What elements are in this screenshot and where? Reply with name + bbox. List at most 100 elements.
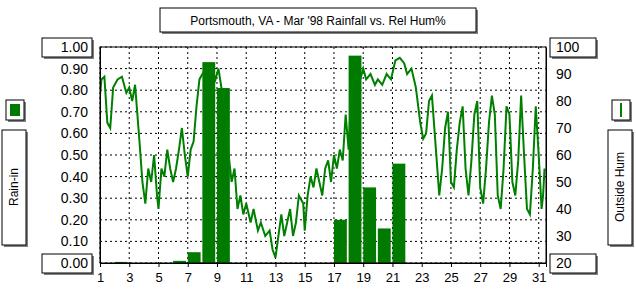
tick-label: 15: [298, 270, 312, 285]
bar: [334, 220, 347, 263]
tick-label: 29: [503, 270, 517, 285]
tick-label: 40: [556, 201, 572, 217]
tick-label: 1.00: [61, 39, 88, 55]
legend-label: Rain-in: [7, 168, 21, 206]
bar: [392, 164, 405, 263]
tick-mark: [392, 263, 393, 267]
x-axis-line: [101, 264, 547, 268]
legend-label-box: [608, 130, 632, 245]
tick-label: 0.40: [61, 169, 88, 185]
tick: 0.70: [61, 104, 100, 120]
grid-line-y: [100, 68, 546, 69]
legend-swatch: [10, 104, 20, 116]
tick: 3: [126, 263, 133, 285]
tick-label: 23: [415, 270, 429, 285]
tick: 40: [546, 201, 572, 217]
tick-label: 25: [444, 270, 458, 285]
tick: 19: [356, 263, 370, 285]
tick-mark: [158, 263, 159, 267]
x-axis: 135791113151719212325272931: [97, 263, 547, 285]
grid-line-y: [100, 198, 546, 199]
tick: 27: [473, 263, 487, 285]
tick-label: 100: [556, 39, 580, 55]
bar: [188, 252, 201, 263]
bar: [363, 187, 376, 263]
tick: 23: [415, 263, 429, 285]
tick: 0.10: [61, 233, 100, 249]
tick-label: 0.30: [61, 190, 88, 206]
tick-mark: [422, 263, 423, 267]
bar: [217, 88, 230, 263]
tick: 31: [532, 263, 546, 285]
tick: 9: [214, 263, 221, 285]
tick: 13: [269, 263, 283, 285]
tick-label: 0.00: [61, 255, 88, 271]
y-bottom-box: [42, 254, 92, 273]
tick-label: 30: [556, 228, 572, 244]
tick-label: 60: [556, 147, 572, 163]
tick-label: 27: [473, 270, 487, 285]
tick: 100: [546, 39, 580, 55]
plot-area: [100, 47, 546, 263]
bar: [202, 62, 215, 263]
tick-label: 20: [556, 255, 572, 271]
tick: 90: [546, 66, 572, 82]
tick: 5: [155, 263, 162, 285]
legend-label: Outside Hum: [613, 152, 627, 222]
tick-label: 9: [214, 270, 221, 285]
tick: 1.00: [61, 39, 100, 55]
tick-label: 13: [269, 270, 283, 285]
tick: 25: [444, 263, 458, 285]
tick-mark: [275, 263, 276, 267]
tick: 70: [546, 120, 572, 136]
bar: [378, 228, 391, 263]
y2-bottom-box: [550, 254, 596, 273]
legend-key-box: [6, 100, 24, 120]
tick: 0.90: [61, 61, 100, 77]
plot-frame: [100, 47, 546, 263]
title-box: [160, 8, 476, 32]
tick-mark: [129, 263, 130, 267]
grid-line-x: [129, 47, 130, 263]
y2-axis: 20 30 40 50 60 70 80 90 100: [546, 39, 580, 271]
tick-label: 5: [155, 270, 162, 285]
tick: 80: [546, 93, 572, 109]
legend-label-box: [2, 130, 26, 245]
grid-line-x: [275, 47, 276, 263]
tick: 50: [546, 174, 572, 190]
tick: 0.30: [61, 190, 100, 206]
tick-mark: [188, 263, 189, 267]
tick: 17: [327, 263, 341, 285]
grid-line-y: [100, 111, 546, 112]
grid-line-x: [421, 47, 422, 263]
tick: 60: [546, 147, 572, 163]
tick-label: 0.80: [61, 82, 88, 98]
chart: Portsmouth, VA - Mar '98 Rainfall vs. Re…: [0, 0, 636, 291]
tick-label: 0.60: [61, 125, 88, 141]
tick-label: 70: [556, 120, 572, 136]
tick-mark: [100, 263, 101, 267]
tick-label: 0.20: [61, 212, 88, 228]
tick: 0.40: [61, 169, 100, 185]
y2-top-box: [550, 38, 596, 57]
legend-key-box: [612, 100, 630, 120]
tick-label: 31: [532, 270, 546, 285]
tick-label: 0.70: [61, 104, 88, 120]
grid-line-y: [100, 219, 546, 220]
bar: [349, 56, 362, 263]
tick: 30: [546, 228, 572, 244]
tick: 21: [386, 263, 400, 285]
tick-label: 21: [386, 270, 400, 285]
grid: [100, 47, 546, 263]
grid-line-x: [158, 47, 159, 263]
tick-label: 0.10: [61, 233, 88, 249]
tick: 0.50: [61, 147, 100, 163]
tick-label: 11: [240, 270, 254, 285]
tick: 29: [503, 263, 517, 285]
tick: 1: [97, 263, 104, 285]
y-axis: 0.00 0.10 0.20 0.30 0.40 0.50 0.60 0.70 0.80 0.90…: [61, 39, 101, 271]
tick-mark: [480, 263, 481, 267]
y-axis-line: [100, 48, 101, 264]
plot-marks: [100, 56, 545, 263]
tick-label: 7: [185, 270, 192, 285]
